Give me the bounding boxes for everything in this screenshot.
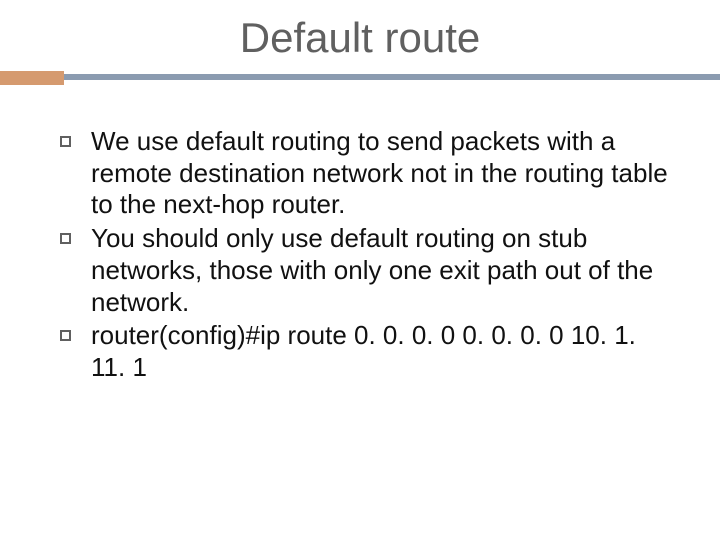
- list-item: You should only use default routing on s…: [60, 223, 672, 318]
- slide: Default route We use default routing to …: [0, 0, 720, 540]
- list-item: router(config)#ip route 0. 0. 0. 0 0. 0.…: [60, 320, 672, 383]
- title-area: Default route: [0, 0, 720, 74]
- square-bullet-icon: [60, 136, 71, 147]
- bullet-text: You should only use default routing on s…: [91, 223, 672, 318]
- list-item: We use default routing to send packets w…: [60, 126, 672, 221]
- divider-accent: [0, 71, 64, 85]
- bullet-text: We use default routing to send packets w…: [91, 126, 672, 221]
- square-bullet-icon: [60, 330, 71, 341]
- slide-title: Default route: [0, 14, 720, 62]
- bullet-text: router(config)#ip route 0. 0. 0. 0 0. 0.…: [91, 320, 672, 383]
- divider: [0, 74, 720, 92]
- content-area: We use default routing to send packets w…: [0, 92, 720, 384]
- divider-bar: [0, 74, 720, 80]
- square-bullet-icon: [60, 233, 71, 244]
